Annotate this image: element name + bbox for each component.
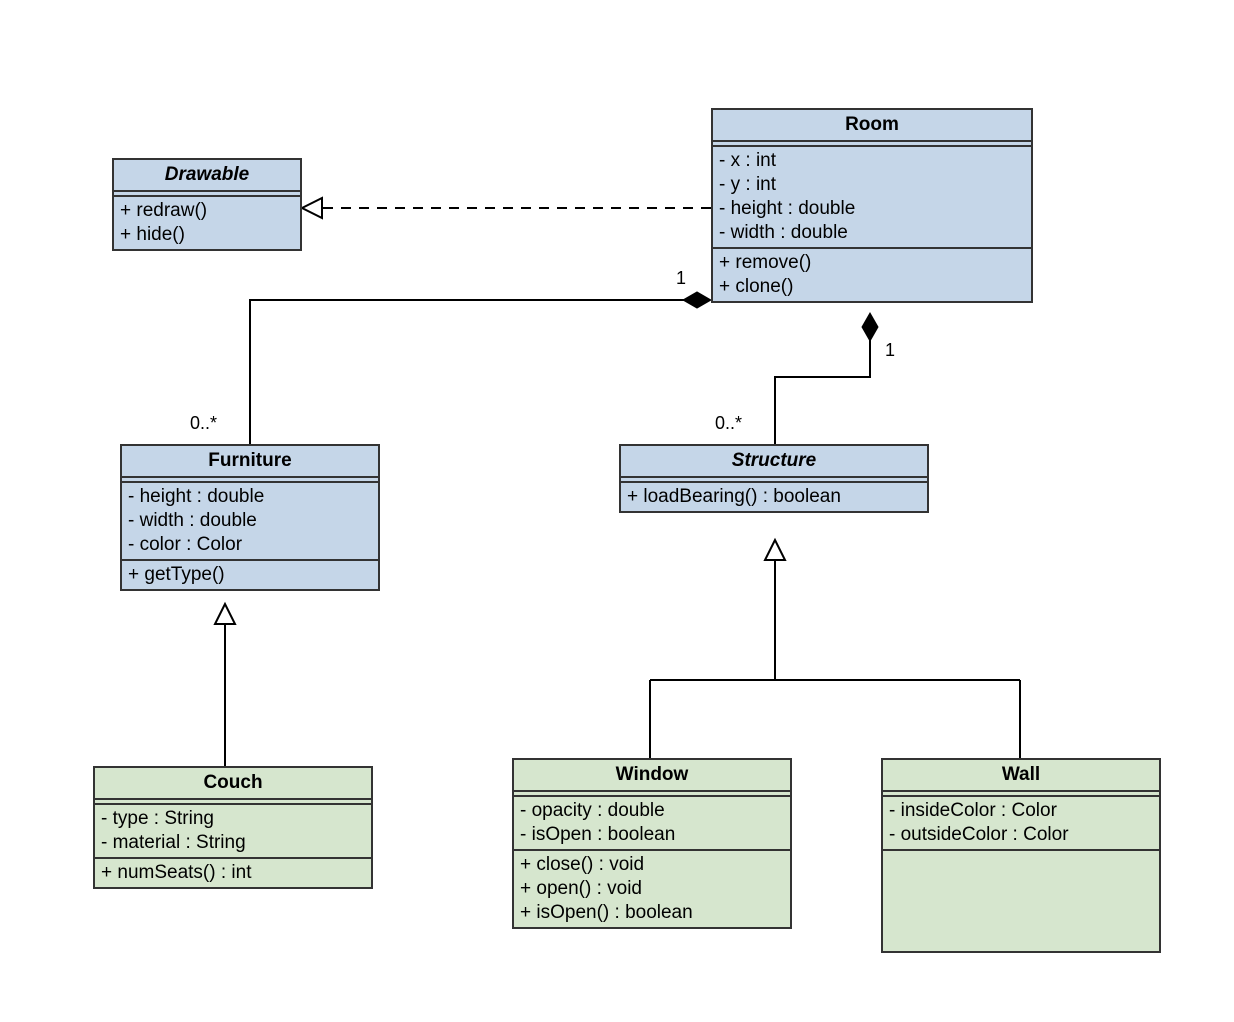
attr: - height : double: [719, 197, 1025, 221]
attr: - material : String: [101, 831, 365, 855]
methods-section: + numSeats() : int: [95, 859, 371, 887]
class-room: Room - x : int - y : int - height : doub…: [711, 108, 1033, 303]
edge-couch-extends-furniture: [215, 604, 235, 766]
attr: - opacity : double: [520, 799, 784, 823]
attrs-section: - x : int - y : int - height : double - …: [713, 147, 1031, 249]
method: + remove(): [719, 251, 1025, 275]
method: + clone(): [719, 275, 1025, 299]
attr: - x : int: [719, 149, 1025, 173]
method: + hide(): [120, 223, 294, 247]
class-title: Room: [713, 110, 1031, 142]
attrs-section: - type : String - material : String: [95, 805, 371, 859]
attr: - outsideColor : Color: [889, 823, 1153, 847]
edge-window-wall-extends-structure: [650, 540, 1020, 758]
class-title: Drawable: [114, 160, 300, 192]
attr: - width : double: [719, 221, 1025, 245]
method: + close() : void: [520, 853, 784, 877]
method: + isOpen() : boolean: [520, 901, 784, 925]
class-drawable: Drawable + redraw() + hide(): [112, 158, 302, 251]
class-couch: Couch - type : String - material : Strin…: [93, 766, 373, 889]
class-window: Window - opacity : double - isOpen : boo…: [512, 758, 792, 929]
multiplicity-room-furn-many: 0..*: [190, 413, 217, 434]
multiplicity-room-furn-1: 1: [676, 268, 686, 289]
attr: - width : double: [128, 509, 372, 533]
class-wall: Wall - insideColor : Color - outsideColo…: [881, 758, 1161, 953]
methods-section: + close() : void + open() : void + isOpe…: [514, 851, 790, 927]
attr: - y : int: [719, 173, 1025, 197]
methods-section: + redraw() + hide(): [114, 197, 300, 249]
method: + getType(): [128, 563, 372, 587]
class-structure: Structure + loadBearing() : boolean: [619, 444, 929, 513]
class-furniture: Furniture - height : double - width : do…: [120, 444, 380, 591]
edge-room-has-structure: [775, 313, 878, 444]
methods-section: [883, 851, 1159, 935]
class-title: Furniture: [122, 446, 378, 478]
attr: - insideColor : Color: [889, 799, 1153, 823]
method: + loadBearing() : boolean: [627, 485, 921, 509]
attrs-section: - opacity : double - isOpen : boolean: [514, 797, 790, 851]
methods-section: + getType(): [122, 561, 378, 589]
class-title: Couch: [95, 768, 371, 800]
multiplicity-room-struct-1: 1: [885, 340, 895, 361]
multiplicity-room-struct-many: 0..*: [715, 413, 742, 434]
methods-section: + remove() + clone(): [713, 249, 1031, 301]
attrs-section: - height : double - width : double - col…: [122, 483, 378, 561]
edge-room-has-furniture: [250, 292, 711, 444]
methods-section: + loadBearing() : boolean: [621, 483, 927, 511]
attrs-section: - insideColor : Color - outsideColor : C…: [883, 797, 1159, 851]
method: + open() : void: [520, 877, 784, 901]
class-title: Structure: [621, 446, 927, 478]
class-title: Window: [514, 760, 790, 792]
uml-canvas: Drawable (dashed, hollow triangle) -->: [0, 0, 1234, 1022]
class-title: Wall: [883, 760, 1159, 792]
method: + numSeats() : int: [101, 861, 365, 885]
attr: - type : String: [101, 807, 365, 831]
attr: - height : double: [128, 485, 372, 509]
attr: - color : Color: [128, 533, 372, 557]
method: + redraw(): [120, 199, 294, 223]
attr: - isOpen : boolean: [520, 823, 784, 847]
edge-room-implements-drawable: [302, 198, 711, 218]
